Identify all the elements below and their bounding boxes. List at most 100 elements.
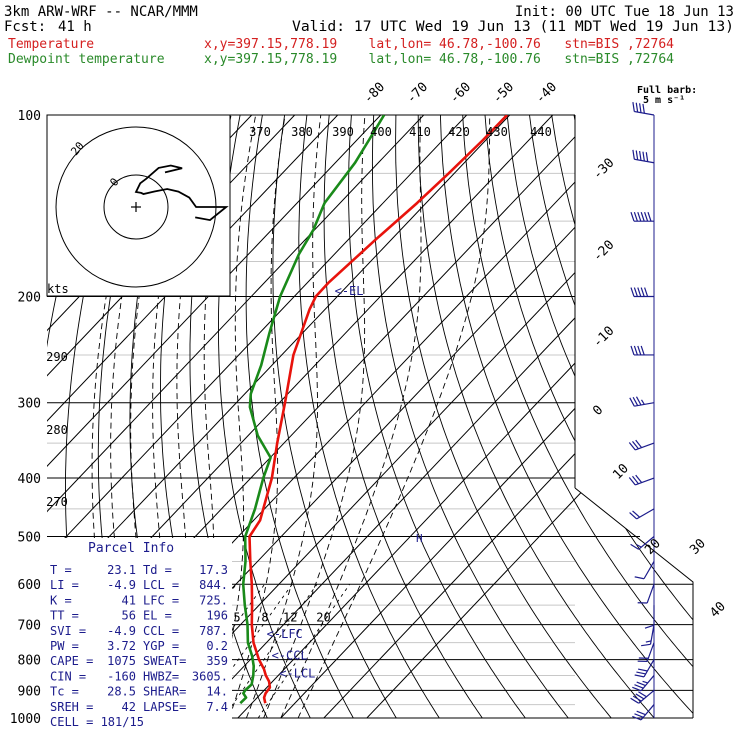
- wind-barbs: [629, 102, 654, 720]
- valid-time: Valid: 17 UTC Wed 19 Jun 13 (11 MDT Wed …: [292, 19, 734, 35]
- theta-label: 430: [486, 125, 508, 139]
- isotherm-label: -10: [590, 324, 617, 351]
- isotherm-label: -40: [533, 80, 560, 107]
- parcel-field-label: T =: [50, 563, 72, 577]
- parcel-cell-row: CELL = 181/15: [50, 715, 144, 729]
- isotherm-label: -50: [490, 80, 517, 107]
- dry-adiabat: [530, 115, 740, 718]
- wind-barb: [630, 509, 654, 519]
- wind-barb: [631, 288, 654, 297]
- mixing-ratio-label: 8: [261, 611, 268, 625]
- dry-adiabat: [485, 115, 740, 718]
- parcel-field-label: CAPE =: [50, 654, 93, 668]
- isotherm-label: -80: [361, 80, 388, 107]
- parcel-field-value: -4.9: [107, 624, 136, 638]
- init-time: Init: 00 UTC Tue 18 Jun 13: [515, 4, 734, 20]
- barb-legend-units: 5 m s⁻¹: [643, 95, 685, 106]
- parcel-level-label: <-EL: [335, 284, 364, 298]
- temperature-location: x,y=397.15,778.19 lat,lon= 46.78,-100.76…: [204, 37, 674, 52]
- mixing-ratio-label: 20: [316, 611, 330, 625]
- parcel-field-label: PW =: [50, 639, 79, 653]
- wind-barb: [632, 675, 654, 690]
- model-title: 3km ARW-WRF -- NCAR/MMM: [4, 4, 198, 20]
- parcel-field-label: LAPSE=: [143, 700, 186, 714]
- pressure-tick-label: 200: [18, 291, 41, 306]
- dry-adiabat: [299, 115, 440, 718]
- parcel-field-value: 14.: [206, 685, 228, 699]
- dry-adiabat: [324, 115, 482, 718]
- isotherm-label: 10: [610, 461, 632, 483]
- parcel-field-label: SWEAT=: [143, 654, 186, 668]
- pressure-tick-label: 500: [18, 530, 41, 545]
- pressure-tick-label: 1000: [10, 712, 41, 727]
- frame-slant: [575, 488, 693, 718]
- parcel-field-label: SREH =: [50, 700, 93, 714]
- parcel-field-value: 3.72: [107, 639, 136, 653]
- parcel-field-value: 42: [122, 700, 136, 714]
- theta-label: 370: [249, 125, 271, 139]
- parcel-field-label: SHEAR=: [143, 685, 186, 699]
- parcel-field-label: SVI =: [50, 624, 86, 638]
- parcel-field-label: CIN =: [50, 669, 86, 683]
- theta-label: 410: [409, 125, 431, 139]
- wind-barb: [635, 561, 654, 578]
- wind-barb: [630, 397, 654, 407]
- parcel-level-label: <-LCL: [279, 667, 315, 681]
- dewpoint-legend: Dewpoint temperature: [8, 52, 165, 67]
- wind-barb: [633, 150, 654, 163]
- parcel-field-value: -4.9: [107, 578, 136, 592]
- parcel-info-title: Parcel Info: [88, 541, 174, 556]
- pressure-tick-label: 600: [18, 578, 41, 593]
- wind-barb: [635, 660, 654, 677]
- dry-adiabat: [418, 115, 654, 718]
- parcel-field-value: 17.3: [199, 563, 228, 577]
- parcel-field-label: CCL =: [143, 624, 179, 638]
- fcst-label: Fcst:: [4, 19, 46, 35]
- pressure-tick-label: 900: [18, 684, 41, 699]
- isotherm-label: -20: [590, 238, 617, 265]
- parcel-field-value: 196: [206, 609, 228, 623]
- dry-adiabat: [507, 115, 740, 718]
- wind-barb: [631, 212, 654, 221]
- theta-label: 270: [46, 495, 68, 509]
- hodograph-units: kts: [47, 282, 69, 296]
- isotherm-label: 20: [642, 536, 664, 558]
- parcel-field-value: 0.2: [206, 639, 228, 653]
- isotherm-label: -30: [590, 156, 617, 183]
- theta-label: 390: [332, 125, 354, 139]
- theta-label: 420: [448, 125, 470, 139]
- parcel-field-value: 28.5: [107, 685, 136, 699]
- wind-barb: [629, 475, 654, 485]
- theta-label: 380: [291, 125, 313, 139]
- isotherm-label: 0: [590, 403, 606, 419]
- temperature-legend: Temperature: [8, 37, 94, 52]
- isotherm-label: -60: [447, 80, 474, 107]
- dry-adiabat: [396, 115, 612, 718]
- wind-barb: [631, 346, 654, 355]
- parcel-field-value: 844.: [199, 578, 228, 592]
- parcel-field-label: YGP =: [143, 639, 179, 653]
- parcel-field-value: 56: [122, 609, 136, 623]
- parcel-field-value: -160: [107, 669, 136, 683]
- pressure-tick-label: 700: [18, 619, 41, 634]
- parcel-level-label: <-LFC: [267, 627, 303, 641]
- parcel-level-label: <-CCL: [272, 648, 308, 662]
- isotherm-label: 40: [707, 599, 729, 621]
- parcel-field-label: LI =: [50, 578, 79, 592]
- parcel-field-value: 41: [122, 593, 136, 607]
- isotherm-label: -70: [404, 80, 431, 107]
- wind-barb: [638, 584, 654, 603]
- wind-barb: [631, 690, 654, 703]
- pressure-tick-label: 800: [18, 654, 41, 669]
- parcel-field-label: Tc =: [50, 685, 79, 699]
- parcel-field-value: 787.: [199, 624, 228, 638]
- parcel-field-label: TT =: [50, 609, 79, 623]
- fcst-value: 41 h: [58, 19, 92, 35]
- dewpoint-location: x,y=397.15,778.19 lat,lon= 46.78,-100.76…: [204, 52, 674, 67]
- parcel-field-label: Td =: [143, 563, 172, 577]
- theta-label: 400: [370, 125, 392, 139]
